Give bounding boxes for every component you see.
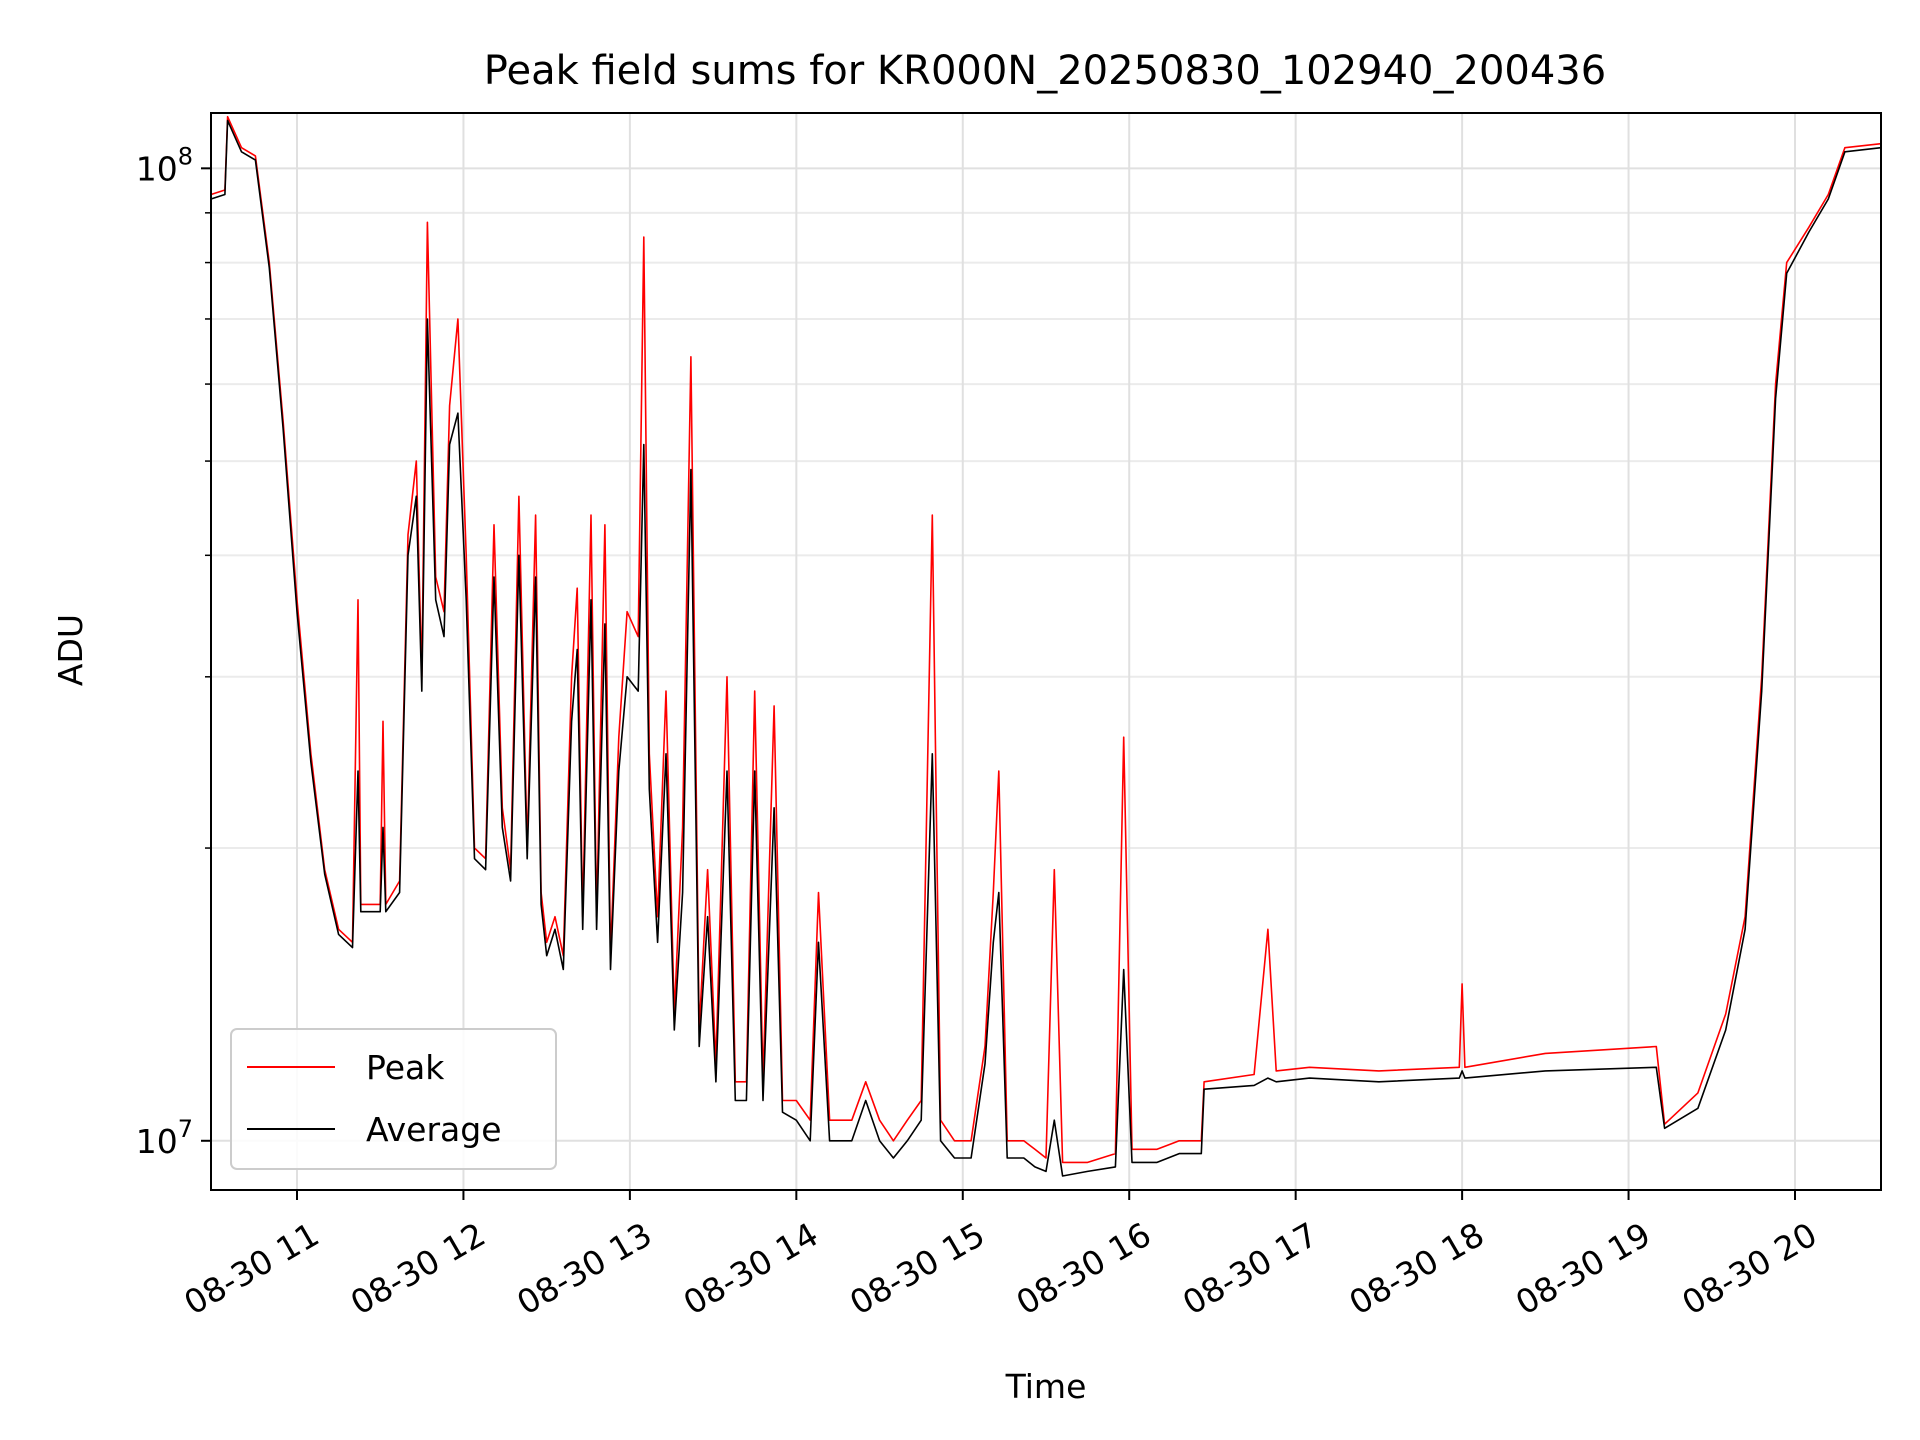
y-tick-label-base: 10 <box>136 149 178 188</box>
y-tick-label-base: 10 <box>136 1122 178 1161</box>
y-tick-label-exponent: 8 <box>178 142 193 170</box>
legend: Peak Average <box>230 1028 557 1170</box>
legend-label-average: Average <box>366 1110 502 1149</box>
y-tick-label: 108 <box>136 142 193 188</box>
series-line-average <box>210 119 1882 1177</box>
y-tick-label-exponent: 7 <box>178 1115 193 1143</box>
legend-label-peak: Peak <box>366 1048 445 1087</box>
x-axis-label: Time <box>1005 1367 1087 1406</box>
legend-box <box>230 1028 557 1170</box>
series-layer <box>210 115 1882 1177</box>
y-tick-label: 107 <box>136 1115 193 1161</box>
chart-title: Peak field sums for KR000N_20250830_1029… <box>484 48 1606 94</box>
y-axis-label: ADU <box>51 614 90 686</box>
plot-frame <box>210 112 1882 1191</box>
